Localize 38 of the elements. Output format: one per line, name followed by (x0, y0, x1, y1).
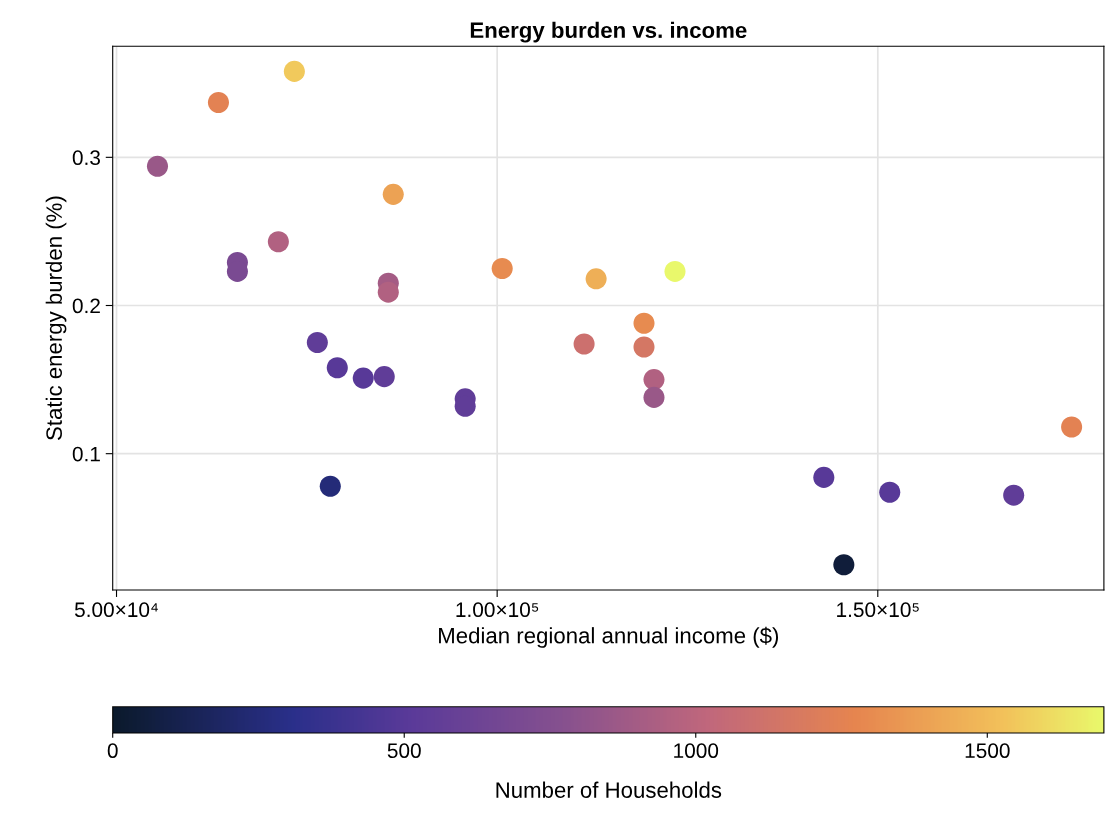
point (879, 481, 901, 503)
y-tick-label: 0.3 (72, 150, 100, 166)
point (573, 333, 595, 355)
color-bar-title: Number of Households (496, 781, 722, 798)
x-tick-label: 5.00×10⁴ (74, 602, 158, 618)
point (377, 281, 399, 303)
point (382, 183, 404, 205)
point (283, 60, 305, 82)
point (833, 554, 855, 576)
y-axis-title: Static energy burden (%) (45, 196, 67, 440)
point (633, 336, 655, 358)
point (585, 268, 607, 290)
chart-title: Energy burden vs. income (470, 21, 747, 43)
point (633, 312, 655, 334)
point (267, 231, 289, 253)
point (146, 155, 169, 177)
point (643, 386, 665, 408)
point (306, 332, 328, 354)
x-tick-label: 1.00×10⁵ (456, 602, 539, 618)
point (373, 366, 395, 388)
point (491, 257, 513, 279)
point (1061, 416, 1083, 438)
point (352, 367, 374, 389)
color-bar-label: 500 (387, 743, 421, 759)
color-bar-label: 1000 (674, 743, 719, 759)
point (1003, 484, 1025, 506)
color-bar-label: 0 (107, 743, 118, 759)
y-tick-label: 0.1 (72, 446, 100, 462)
point (813, 466, 835, 488)
point (643, 369, 665, 391)
point (319, 475, 341, 497)
x-tick-label: 1.50×10⁵ (837, 602, 919, 618)
point (326, 357, 348, 379)
x-axis-title: Median regional annual income ($) (439, 626, 779, 648)
point (664, 260, 686, 282)
color-bar-label: 1500 (965, 743, 1010, 759)
y-tick-label: 0.2 (72, 298, 100, 314)
point (207, 91, 229, 114)
